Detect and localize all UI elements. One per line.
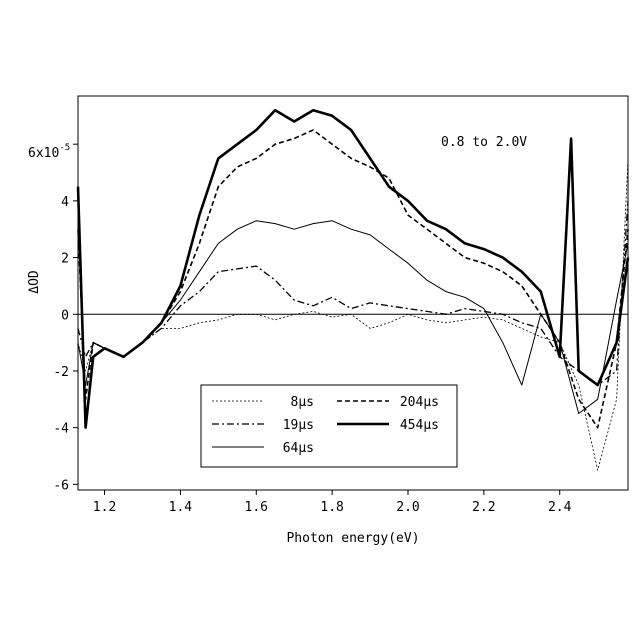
legend: 8µs 19µs 64µs 204µs 454µs [201,385,457,467]
annotation: 0.8 to 2.0V [441,135,527,150]
x-tick-label: 2.4 [548,500,572,515]
x-tick-label: 1.2 [93,500,116,515]
series-line-2 [78,201,628,385]
y-tick-label: 4 [61,195,69,210]
legend-label-1: 8µs [291,395,314,410]
legend-label-4: 204µs [400,395,439,410]
x-ticks: 1.2 1.4 1.6 1.8 2.0 2.2 2.4 [93,490,572,515]
x-tick-label: 1.4 [169,500,193,515]
y-tick-label: 0 [61,308,69,323]
y-axis-label: ΔOD [27,270,42,294]
y-tick-label: 2 [61,252,69,267]
x-tick-label: 2.2 [472,500,495,515]
y-tick-label: -6 [53,478,69,493]
y-exponent: -5 [59,143,70,153]
y-top-tick-label: 6x10-5 [28,143,70,161]
y-tick-label: -2 [53,365,69,380]
y-ticks: -6 -4 -2 0 2 4 [53,144,78,493]
x-tick-label: 1.6 [245,500,268,515]
x-tick-label: 2.0 [396,500,419,515]
series-line-4 [78,130,628,428]
series-line-5 [78,110,628,427]
y-tick-label: -4 [53,422,69,437]
legend-label-2: 19µs [283,418,314,433]
x-axis-label: Photon energy(eV) [286,531,419,546]
x-tick-label: 1.8 [320,500,343,515]
legend-label-5: 454µs [400,418,439,433]
legend-label-3: 64µs [283,441,314,456]
